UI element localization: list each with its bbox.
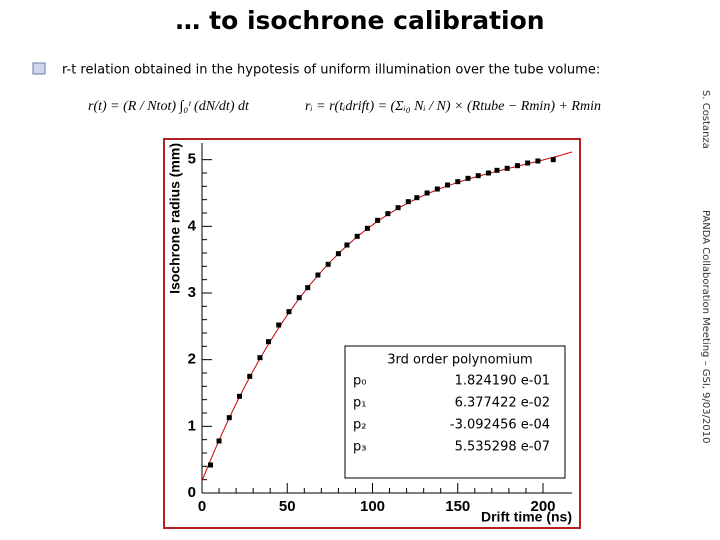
data-point — [375, 217, 381, 223]
y-tick-label: 5 — [188, 151, 196, 168]
data-point — [226, 415, 232, 421]
data-point — [354, 233, 360, 239]
data-point — [535, 158, 541, 164]
y-tick-label: 2 — [188, 351, 196, 368]
data-point — [257, 355, 263, 361]
data-point — [405, 199, 411, 205]
y-tick-label: 3 — [188, 284, 196, 301]
data-point — [514, 163, 520, 169]
data-point — [455, 179, 461, 185]
slide-title: … to isochrone calibration — [175, 6, 544, 35]
formula: rᵢ = r(tᵢdrift) = (Σᵢ₀ Nᵢ / N) × (Rtube … — [305, 99, 601, 114]
data-point — [364, 225, 370, 231]
data-point — [286, 309, 292, 315]
param-name: p₁ — [353, 396, 366, 411]
data-point — [305, 285, 311, 291]
x-tick-label: 50 — [279, 498, 296, 515]
data-point — [434, 186, 440, 192]
data-point — [315, 272, 321, 278]
y-tick-label: 0 — [188, 484, 196, 501]
data-point — [385, 211, 391, 217]
data-point — [525, 160, 531, 166]
data-point — [465, 175, 471, 181]
data-point — [237, 393, 243, 399]
legend-title: 3rd order polynomium — [387, 353, 532, 368]
data-point — [208, 462, 214, 468]
param-value: 6.377422 e-02 — [455, 396, 550, 411]
data-point — [247, 373, 253, 379]
data-point — [504, 165, 510, 171]
footer: PANDA Collaboration Meeting – GSI, 9/03/… — [700, 210, 711, 443]
y-tick-label: 1 — [188, 417, 196, 434]
param-value: 5.535298 e-07 — [455, 440, 550, 455]
x-axis-title: Drift time (ns) — [481, 509, 572, 525]
param-name: p₂ — [353, 418, 366, 433]
data-point — [325, 261, 331, 267]
x-tick-label: 200 — [530, 498, 555, 515]
data-point — [550, 157, 556, 163]
param-name: p₀ — [353, 374, 366, 389]
y-axis-title: Isochrone radius (mm) — [167, 143, 183, 294]
bullet-icon — [32, 62, 46, 75]
param-value: 1.824190 e-01 — [455, 374, 550, 389]
formula: r(t) = (R / Ntot) ∫₀ᵗ (dN/dt) dt — [88, 99, 250, 114]
data-point — [485, 170, 491, 176]
data-point — [216, 438, 222, 444]
x-tick-label: 150 — [445, 498, 470, 515]
data-point — [494, 167, 500, 173]
bullet-text: r-t relation obtained in the hypotesis o… — [62, 63, 600, 78]
chart-frame — [163, 138, 581, 529]
data-point — [395, 205, 401, 211]
data-point — [344, 242, 350, 248]
param-name: p₃ — [353, 440, 366, 455]
data-point — [265, 339, 271, 345]
data-point — [276, 322, 282, 328]
data-point — [414, 195, 420, 201]
y-tick-label: 4 — [188, 217, 197, 234]
x-tick-label: 0 — [198, 498, 206, 515]
data-point — [335, 251, 341, 257]
data-point — [475, 173, 481, 179]
x-tick-label: 100 — [360, 498, 385, 515]
data-point — [445, 182, 451, 188]
legend-box — [344, 345, 566, 479]
data-point — [424, 190, 430, 196]
author: S. Costanza — [700, 90, 711, 149]
param-value: -3.092456 e-04 — [450, 418, 550, 433]
data-point — [296, 295, 302, 301]
